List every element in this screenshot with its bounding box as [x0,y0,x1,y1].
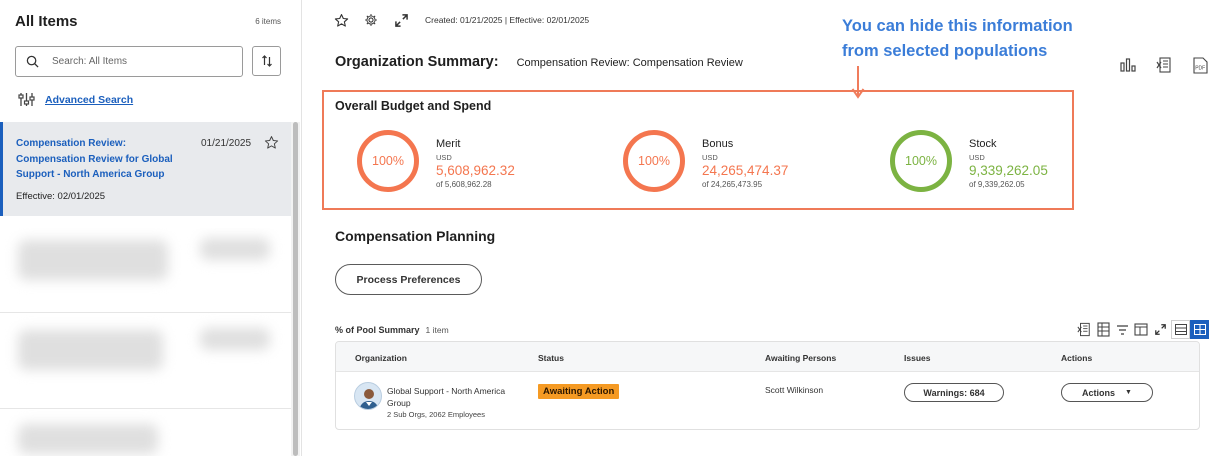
metric-value: 9,339,262.05 [969,163,1048,178]
pool-summary-label: % of Pool Summary [335,325,420,335]
awaiting-person: Scott Wilkinson [765,385,824,395]
chart-icon[interactable] [1120,57,1136,73]
item-title[interactable]: Compensation Review: Compensation Review… [16,138,173,180]
star-icon[interactable] [333,12,349,28]
column-header[interactable]: Organization [355,353,407,363]
expand-icon[interactable] [393,12,409,28]
budget-title: Overall Budget and Spend [335,99,492,113]
budget-highlight-box: Overall Budget and Spend 100% Merit USD … [322,90,1074,210]
metric-stock: 100% Stock USD 9,339,262.05 of 9,339,262… [890,130,1048,192]
metric-of: of 24,265,473.95 [702,180,763,189]
column-header[interactable]: Issues [904,353,931,363]
item-count: 6 items [255,17,281,26]
item-effective-date: Effective: 02/01/2025 [16,191,106,202]
gear-icon[interactable] [363,12,379,28]
metric-name: Merit [436,138,461,150]
progress-ring: 100% [623,130,685,192]
metric-currency: USD [436,153,452,162]
excel-export-icon[interactable] [1076,322,1092,338]
section-title: Compensation Planning [335,228,496,244]
blurred-list-items [0,228,291,456]
pool-summary-table: Organization Status Awaiting Persons Iss… [335,341,1200,430]
annotation-note: You can hide this information from selec… [842,14,1073,64]
column-header[interactable]: Actions [1061,353,1093,363]
table-toolbar [1076,320,1209,339]
column-header[interactable]: Status [538,353,564,363]
search-input[interactable] [52,56,232,67]
search-icon [26,55,39,68]
caret-down-icon: ▼ [1125,389,1132,396]
column-header[interactable]: Awaiting Persons [765,353,837,363]
sort-icon [261,55,272,67]
actions-button[interactable]: Actions ▼ [1061,383,1153,402]
advanced-search-row[interactable]: Advanced Search [18,91,133,108]
metric-value: 5,608,962.32 [436,163,515,178]
status-badge: Awaiting Action [538,384,620,399]
metric-name: Bonus [702,138,734,150]
item-date: 01/21/2025 [201,138,252,149]
table-view-toggle[interactable] [1171,320,1190,339]
org-summary-value: Compensation Review: Compensation Review [516,57,743,69]
grid-view-toggle[interactable] [1190,320,1209,339]
advanced-search-link[interactable]: Advanced Search [45,93,134,106]
list-item-selected[interactable]: Compensation Review: Compensation Review… [0,122,291,216]
export-icons: PDF [1120,56,1222,74]
pool-item-count: 1 item [425,325,449,335]
columns-icon[interactable] [1133,322,1149,338]
metric-value: 24,265,474.37 [702,163,789,178]
table-row: Global Support - North America Group 2 S… [336,372,1199,429]
metric-name: Stock [969,138,997,150]
org-summary-label: Organization Summary: [335,54,499,70]
metric-currency: USD [702,153,718,162]
filter-icon[interactable] [1114,322,1130,338]
scrollbar[interactable] [291,122,300,456]
spreadsheet-icon[interactable] [1095,322,1111,338]
metric-bonus: 100% Bonus USD 24,265,474.37 of 24,265,4… [623,130,788,192]
actions-label: Actions [1082,387,1116,398]
metric-of: of 9,339,262.05 [969,180,1025,189]
created-effective-meta: Created: 01/21/2025 | Effective: 02/01/2… [425,15,590,25]
process-preferences-button[interactable]: Process Preferences [335,264,482,295]
filter-sliders-icon [18,93,35,106]
organization-name[interactable]: Global Support - North America Group [387,386,506,408]
warnings-button[interactable]: Warnings: 684 [904,383,1004,402]
table-header: Organization Status Awaiting Persons Iss… [336,342,1199,372]
header-toolbar: Created: 01/21/2025 | Effective: 02/01/2… [333,12,589,28]
svg-text:PDF: PDF [1195,65,1205,71]
avatar [354,382,382,410]
scrollbar-thumb[interactable] [293,122,298,456]
panel-title: All Items [15,13,78,30]
excel-export-icon[interactable] [1156,57,1172,73]
progress-ring: 100% [357,130,419,192]
organization-summary: Organization Summary: Compensation Revie… [335,54,743,70]
pool-summary-header: % of Pool Summary 1 item [335,325,449,335]
expand-icon[interactable] [1152,322,1168,338]
star-icon[interactable] [264,135,279,155]
search-box[interactable] [15,46,243,77]
left-panel: All Items 6 items Advanced Search Compen… [0,0,302,456]
metric-merit: 100% Merit USD 5,608,962.32 of 5,608,962… [357,130,515,192]
metric-currency: USD [969,153,985,162]
pdf-export-icon[interactable]: PDF [1192,56,1208,74]
annotation-line-2: from selected populations [842,42,1048,60]
organization-details: 2 Sub Orgs, 2062 Employees [387,410,485,419]
annotation-line-1: You can hide this information [842,17,1073,35]
metric-of: of 5,608,962.28 [436,180,492,189]
progress-ring: 100% [890,130,952,192]
sort-button[interactable] [252,46,281,76]
